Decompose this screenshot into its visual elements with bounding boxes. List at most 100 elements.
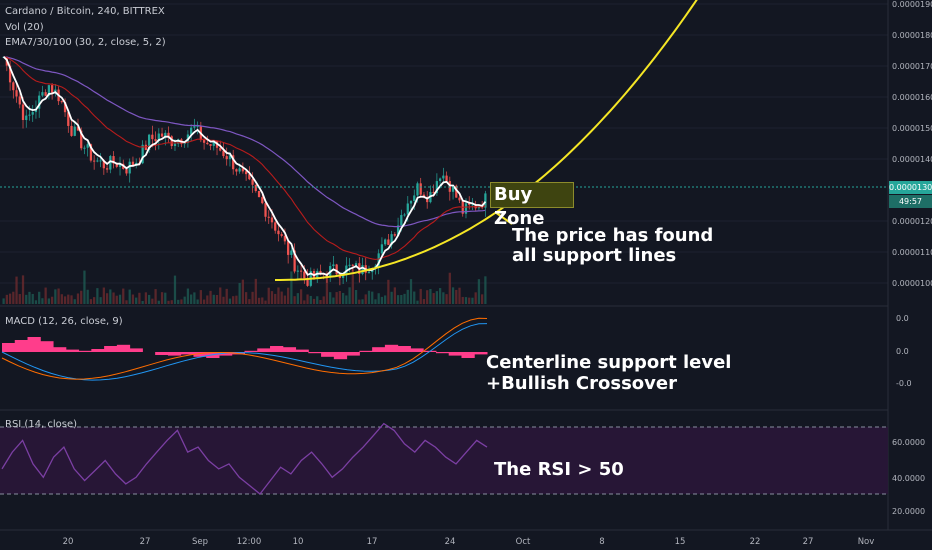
volume-bar (338, 291, 342, 304)
candle-body (96, 160, 99, 162)
volume-bar (461, 296, 464, 304)
candle-body (341, 275, 345, 278)
rsi-band (0, 427, 888, 494)
volume-bar (76, 293, 80, 304)
candle-body (170, 136, 173, 147)
volume-bar (341, 292, 345, 304)
candle-body (76, 126, 80, 131)
candle-body (63, 102, 67, 113)
volume-bar (377, 293, 380, 304)
candle-body (212, 140, 215, 146)
macd-histogram-bar (435, 352, 450, 354)
candle-body (160, 133, 164, 137)
support-note-line-2: all support lines (512, 245, 677, 266)
volume-bar (99, 297, 102, 304)
x-tick-label: Oct (516, 537, 531, 547)
candle-body (238, 168, 241, 172)
candle-body (183, 142, 186, 145)
volume-bar (484, 276, 487, 304)
candle-body (274, 222, 277, 231)
ema-100-line (3, 56, 486, 228)
macd-histogram-bar (372, 347, 386, 352)
volume-bar (167, 300, 170, 304)
candle-body (277, 230, 280, 235)
y-tick-label: 0.00001700 (892, 62, 932, 71)
macd-histogram-bar (270, 346, 284, 352)
volume-bar (325, 271, 329, 304)
grid-lines (0, 3, 888, 284)
volume-bar (96, 288, 99, 304)
volume-bar (384, 295, 387, 304)
candle-body (451, 185, 455, 192)
macd-note-line-1: Centerline support level (486, 352, 732, 373)
candle-body (83, 147, 86, 149)
volume-bar (299, 289, 303, 304)
volume-bar (190, 294, 193, 304)
volume-bar (73, 299, 76, 304)
volume-bar (50, 296, 54, 304)
candle-body (167, 132, 170, 137)
x-tick-label: Sep (192, 537, 208, 547)
candle-body (222, 150, 225, 157)
ema-30-line (3, 56, 486, 260)
volume-bar (290, 271, 293, 304)
candle-body (316, 271, 319, 279)
volume-bar (416, 300, 419, 304)
volume-bar (419, 288, 422, 304)
candle-body (244, 171, 248, 175)
macd-histogram-bar (14, 340, 29, 352)
y-tick-label: 0.00001800 (892, 31, 932, 40)
volume-bar (309, 295, 312, 304)
volume-bar (458, 287, 461, 304)
volume-bar (358, 299, 361, 304)
volume-bar (115, 295, 118, 304)
candle-body (293, 250, 296, 272)
volume-bar (228, 298, 232, 304)
candle-body (416, 183, 419, 196)
volume-bar (147, 294, 151, 304)
volume-bar (390, 291, 393, 304)
volume-bar (225, 288, 228, 304)
volume-bar (241, 279, 245, 304)
candle-body (128, 161, 131, 174)
macd-histogram-bar (218, 352, 233, 356)
candle-body (151, 134, 154, 140)
candle-body (54, 89, 57, 93)
volume-bar (186, 288, 190, 304)
volume-bar (264, 300, 267, 304)
macd-histogram-bar (397, 346, 411, 352)
volume-bar (442, 292, 445, 304)
volume-bar (422, 299, 426, 304)
candle-body (8, 65, 12, 83)
candle-body (12, 82, 15, 91)
macd-histogram-bar (40, 341, 54, 352)
volume-bar (2, 298, 5, 304)
volume-bar (367, 290, 371, 304)
candle-body (422, 194, 426, 197)
rsi-y-tick-label: 20.0000 (892, 507, 925, 516)
volume-bar (348, 287, 351, 304)
candle-body (193, 126, 196, 128)
volume-bar (254, 278, 257, 304)
candle-body (471, 204, 474, 206)
candle-body (206, 142, 209, 145)
candle-body (131, 161, 135, 166)
volume-bar (448, 272, 451, 304)
candle-body (70, 125, 73, 136)
support-curve (275, 0, 698, 281)
candle-body (190, 127, 193, 135)
volume-bar (293, 296, 296, 304)
candle-body (257, 190, 261, 198)
volume-bar (8, 293, 12, 304)
volume-bar (196, 299, 199, 304)
volume-bar (157, 300, 160, 304)
volume-bar (283, 295, 287, 304)
candle-body (348, 264, 351, 266)
y-tick-label: 0.00001600 (892, 93, 932, 102)
y-tick-label: 0.00001200 (892, 217, 932, 226)
macd-histogram-bar (295, 349, 309, 352)
volume-indicator-label: Vol (20) (5, 22, 44, 33)
volume-bar (183, 296, 186, 304)
volume-bar (215, 294, 219, 304)
